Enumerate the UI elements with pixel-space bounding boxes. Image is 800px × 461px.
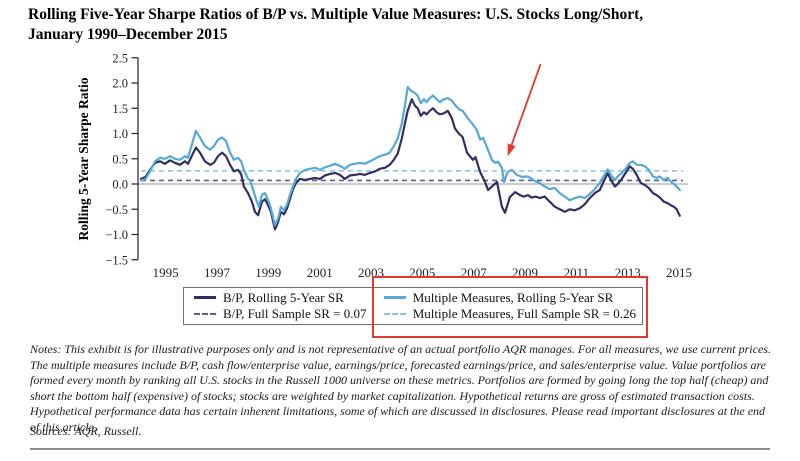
notes-text: Notes: This exhibit is for illustrative … (30, 342, 771, 434)
sharpe-ratio-chart: Rolling 5-Year Sharpe Ratio 2.5 2.0 1.5 1.0… (76, 51, 692, 280)
legend-item-bp-fullsample: B/P, Full Sample SR = 0.07 (194, 306, 368, 322)
chart-title: Rolling Five-Year Sharpe Ratios of B/P v… (28, 5, 776, 45)
chart-title-line1: Rolling Five-Year Sharpe Ratios of B/P v… (28, 6, 644, 23)
y-tick-label: 2.5 (112, 51, 128, 65)
legend-label-bp-fullsample: B/P, Full Sample SR = 0.07 (223, 306, 367, 322)
x-tick-label: 2001 (307, 265, 333, 280)
legend-marker-navy-dashed-line (194, 313, 216, 316)
legend-marker-navy-solid-line (194, 296, 216, 300)
series-line-0 (139, 98, 681, 231)
x-tick-label: 1999 (255, 265, 281, 280)
legend-item-mm-rolling: Multiple Measures, Rolling 5-Year SR (383, 289, 636, 306)
sources-text: Sources: AQR, Russell. (30, 424, 142, 438)
x-tick-label: 1995 (153, 265, 179, 280)
bottom-divider (30, 448, 770, 450)
legend-column-multiple-measures: Multiple Measures, Rolling 5-Year SR Mul… (374, 288, 642, 324)
y-tick-label: −0.5 (105, 203, 128, 217)
y-tick-label: 1.5 (112, 102, 128, 116)
y-tick-label: −1.0 (105, 228, 128, 242)
annotation-arrow-head (507, 143, 516, 157)
legend-label-mm-fullsample: Multiple Measures, Full Sample SR = 0.26 (412, 306, 636, 322)
y-tick-label: 0.0 (112, 178, 128, 192)
legend-column-bp: B/P, Rolling 5-Year SR B/P, Full Sample … (184, 288, 374, 324)
legend-marker-blue-solid-line (383, 296, 406, 300)
y-tick-label: 0.5 (112, 152, 128, 166)
highlight-box (372, 276, 648, 338)
y-axis-title: Rolling 5-Year Sharpe Ratio (76, 77, 91, 240)
y-tick-label: 1.0 (112, 127, 128, 141)
legend-item-bp-rolling: B/P, Rolling 5-Year SR (194, 290, 368, 306)
y-tick-label: 2.0 (112, 77, 128, 91)
legend-marker-blue-dashed-line (383, 313, 406, 316)
chart-title-line2: January 1990–December 2015 (28, 26, 228, 43)
chart-legend: B/P, Rolling 5-Year SR B/P, Full Sample … (183, 287, 643, 325)
legend-label-mm-rolling: Multiple Measures, Rolling 5-Year SR (412, 289, 614, 305)
legend-item-mm-fullsample: Multiple Measures, Full Sample SR = 0.26 (383, 306, 636, 322)
x-tick-label: 2015 (666, 265, 692, 280)
legend-label-bp-rolling: B/P, Rolling 5-Year SR (223, 289, 344, 305)
annotation-arrow-shaft (509, 63, 542, 149)
x-tick-label: 1997 (204, 265, 231, 280)
y-tick-label: −1.5 (105, 253, 128, 267)
series-line-1 (139, 85, 681, 227)
